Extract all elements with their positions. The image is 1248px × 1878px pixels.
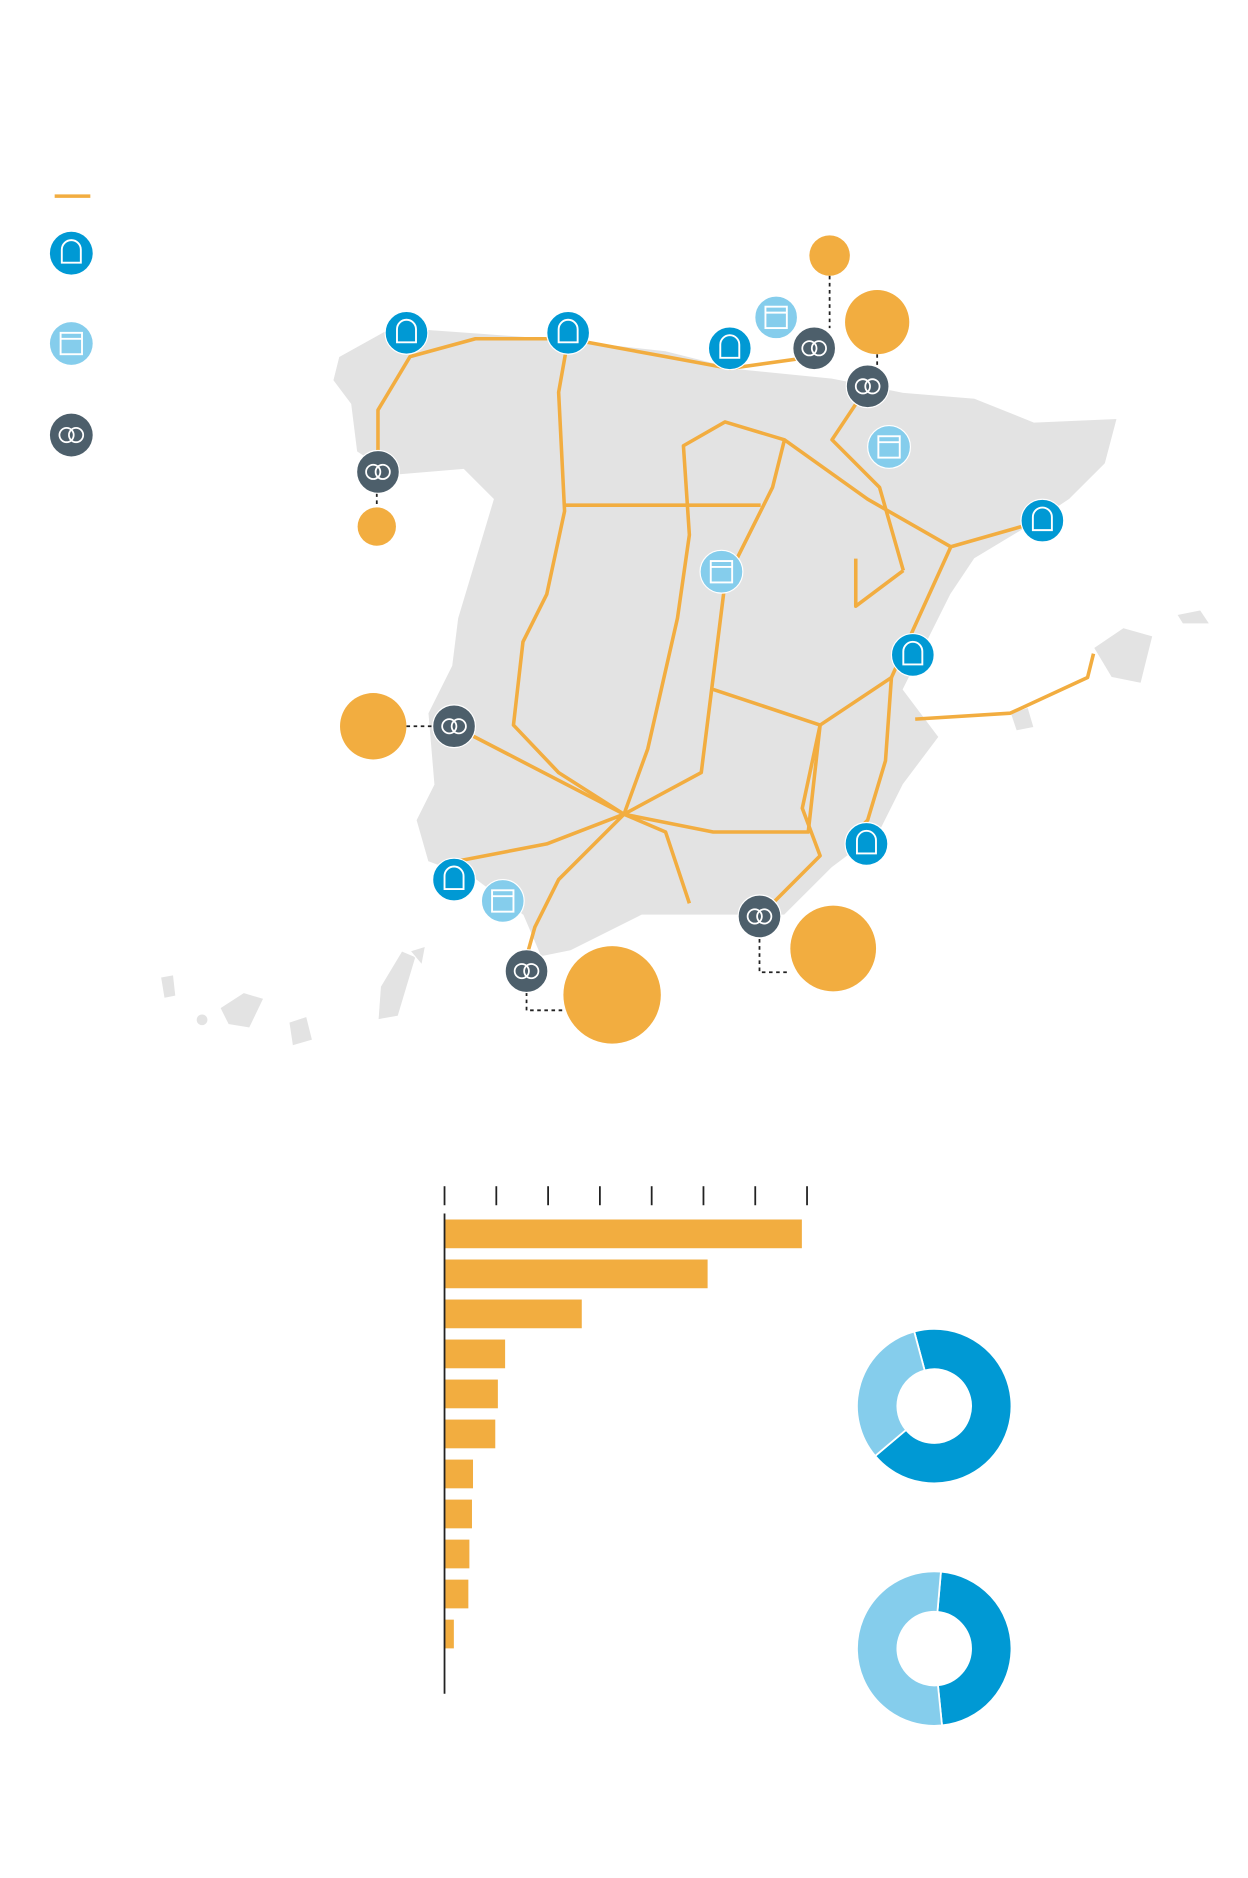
island — [1175, 609, 1212, 625]
island — [219, 991, 265, 1029]
pipeline — [511, 338, 787, 816]
pipeline — [915, 653, 1096, 721]
connection — [737, 894, 782, 939]
terminal-icon — [1031, 506, 1053, 532]
connector — [525, 992, 564, 1012]
terminal — [546, 310, 591, 355]
plant-icon — [491, 889, 515, 913]
donut-segment — [856, 1330, 926, 1458]
pipeline — [771, 724, 822, 905]
donut-segment — [936, 1570, 1013, 1727]
bar — [444, 1579, 469, 1609]
pipeline — [453, 812, 626, 958]
legend-terminal — [49, 231, 93, 275]
connectors — [375, 275, 879, 1012]
plant-icon — [877, 435, 901, 459]
pipeline — [853, 558, 905, 608]
connection-icon — [746, 908, 763, 925]
island — [195, 1013, 209, 1027]
capacity-bubble — [563, 946, 661, 1044]
island — [288, 1015, 314, 1047]
plant — [754, 295, 799, 340]
pipeline — [712, 687, 821, 727]
bar — [444, 1459, 474, 1489]
bar — [444, 1379, 498, 1409]
capacity-bubble — [340, 693, 407, 760]
plant — [867, 424, 912, 469]
map — [159, 326, 1212, 1047]
connection-icon — [864, 378, 881, 395]
pipeline — [830, 385, 906, 572]
island — [409, 945, 427, 967]
plant-icon — [764, 305, 788, 330]
pipeline — [623, 812, 692, 904]
connection-icon — [523, 963, 540, 980]
connection-icon — [801, 340, 818, 357]
connection — [432, 704, 477, 749]
terminal-icon — [856, 829, 877, 855]
terminal — [844, 821, 889, 866]
mainland — [332, 326, 1119, 958]
terminal — [384, 310, 429, 355]
bar — [444, 1619, 454, 1649]
connection-icon — [513, 963, 530, 980]
bar — [444, 1339, 506, 1369]
terminal-icon — [396, 318, 417, 344]
bar — [444, 1299, 582, 1329]
connection-icon — [441, 718, 458, 735]
bar — [444, 1539, 470, 1569]
connection-icon — [365, 463, 382, 480]
terminal-icon — [557, 318, 579, 344]
legend-connection-icon — [58, 427, 75, 444]
terminal-icon — [902, 640, 924, 666]
island — [1092, 626, 1154, 685]
legend-terminal-icon — [60, 239, 82, 264]
connection-icon — [810, 340, 827, 357]
pipelines — [376, 336, 1096, 958]
plant — [699, 549, 744, 594]
terminal — [707, 326, 752, 371]
pipeline — [783, 438, 952, 549]
bubbles — [340, 235, 910, 1044]
connection-icon — [854, 378, 871, 395]
terminal — [1020, 498, 1065, 543]
connection — [504, 949, 549, 994]
capacity-bubble — [845, 290, 910, 355]
terminal — [890, 632, 935, 677]
legend — [49, 194, 93, 457]
donut-charts — [856, 1327, 1013, 1727]
donut-segment — [873, 1327, 1013, 1485]
terminal-icon — [443, 865, 465, 891]
bar — [444, 1419, 496, 1449]
terminal-icon — [719, 334, 741, 359]
capacity-bubble — [809, 235, 850, 276]
connection-icon — [450, 718, 467, 735]
bar — [444, 1219, 802, 1249]
legend-connection — [49, 413, 93, 457]
capacity-bubble — [357, 507, 396, 546]
bar-chart — [443, 1186, 808, 1694]
terminal — [432, 857, 477, 902]
plant — [480, 878, 525, 923]
island — [377, 950, 417, 1021]
connection — [792, 326, 837, 371]
legend-plant-icon — [59, 331, 83, 356]
bar — [444, 1259, 708, 1289]
facilities — [355, 295, 1065, 994]
legend-plant — [49, 322, 93, 365]
island — [159, 973, 177, 1000]
plant-icon — [709, 560, 734, 584]
capacity-bubble — [790, 905, 877, 992]
connection — [845, 364, 890, 409]
legend-connection-icon — [68, 427, 85, 444]
connection-icon — [374, 463, 391, 480]
pipeline — [453, 518, 1043, 834]
connection — [355, 449, 400, 494]
bar — [444, 1499, 472, 1529]
connection-icon — [756, 908, 773, 925]
connector — [758, 939, 791, 974]
donut-segment — [856, 1570, 944, 1727]
